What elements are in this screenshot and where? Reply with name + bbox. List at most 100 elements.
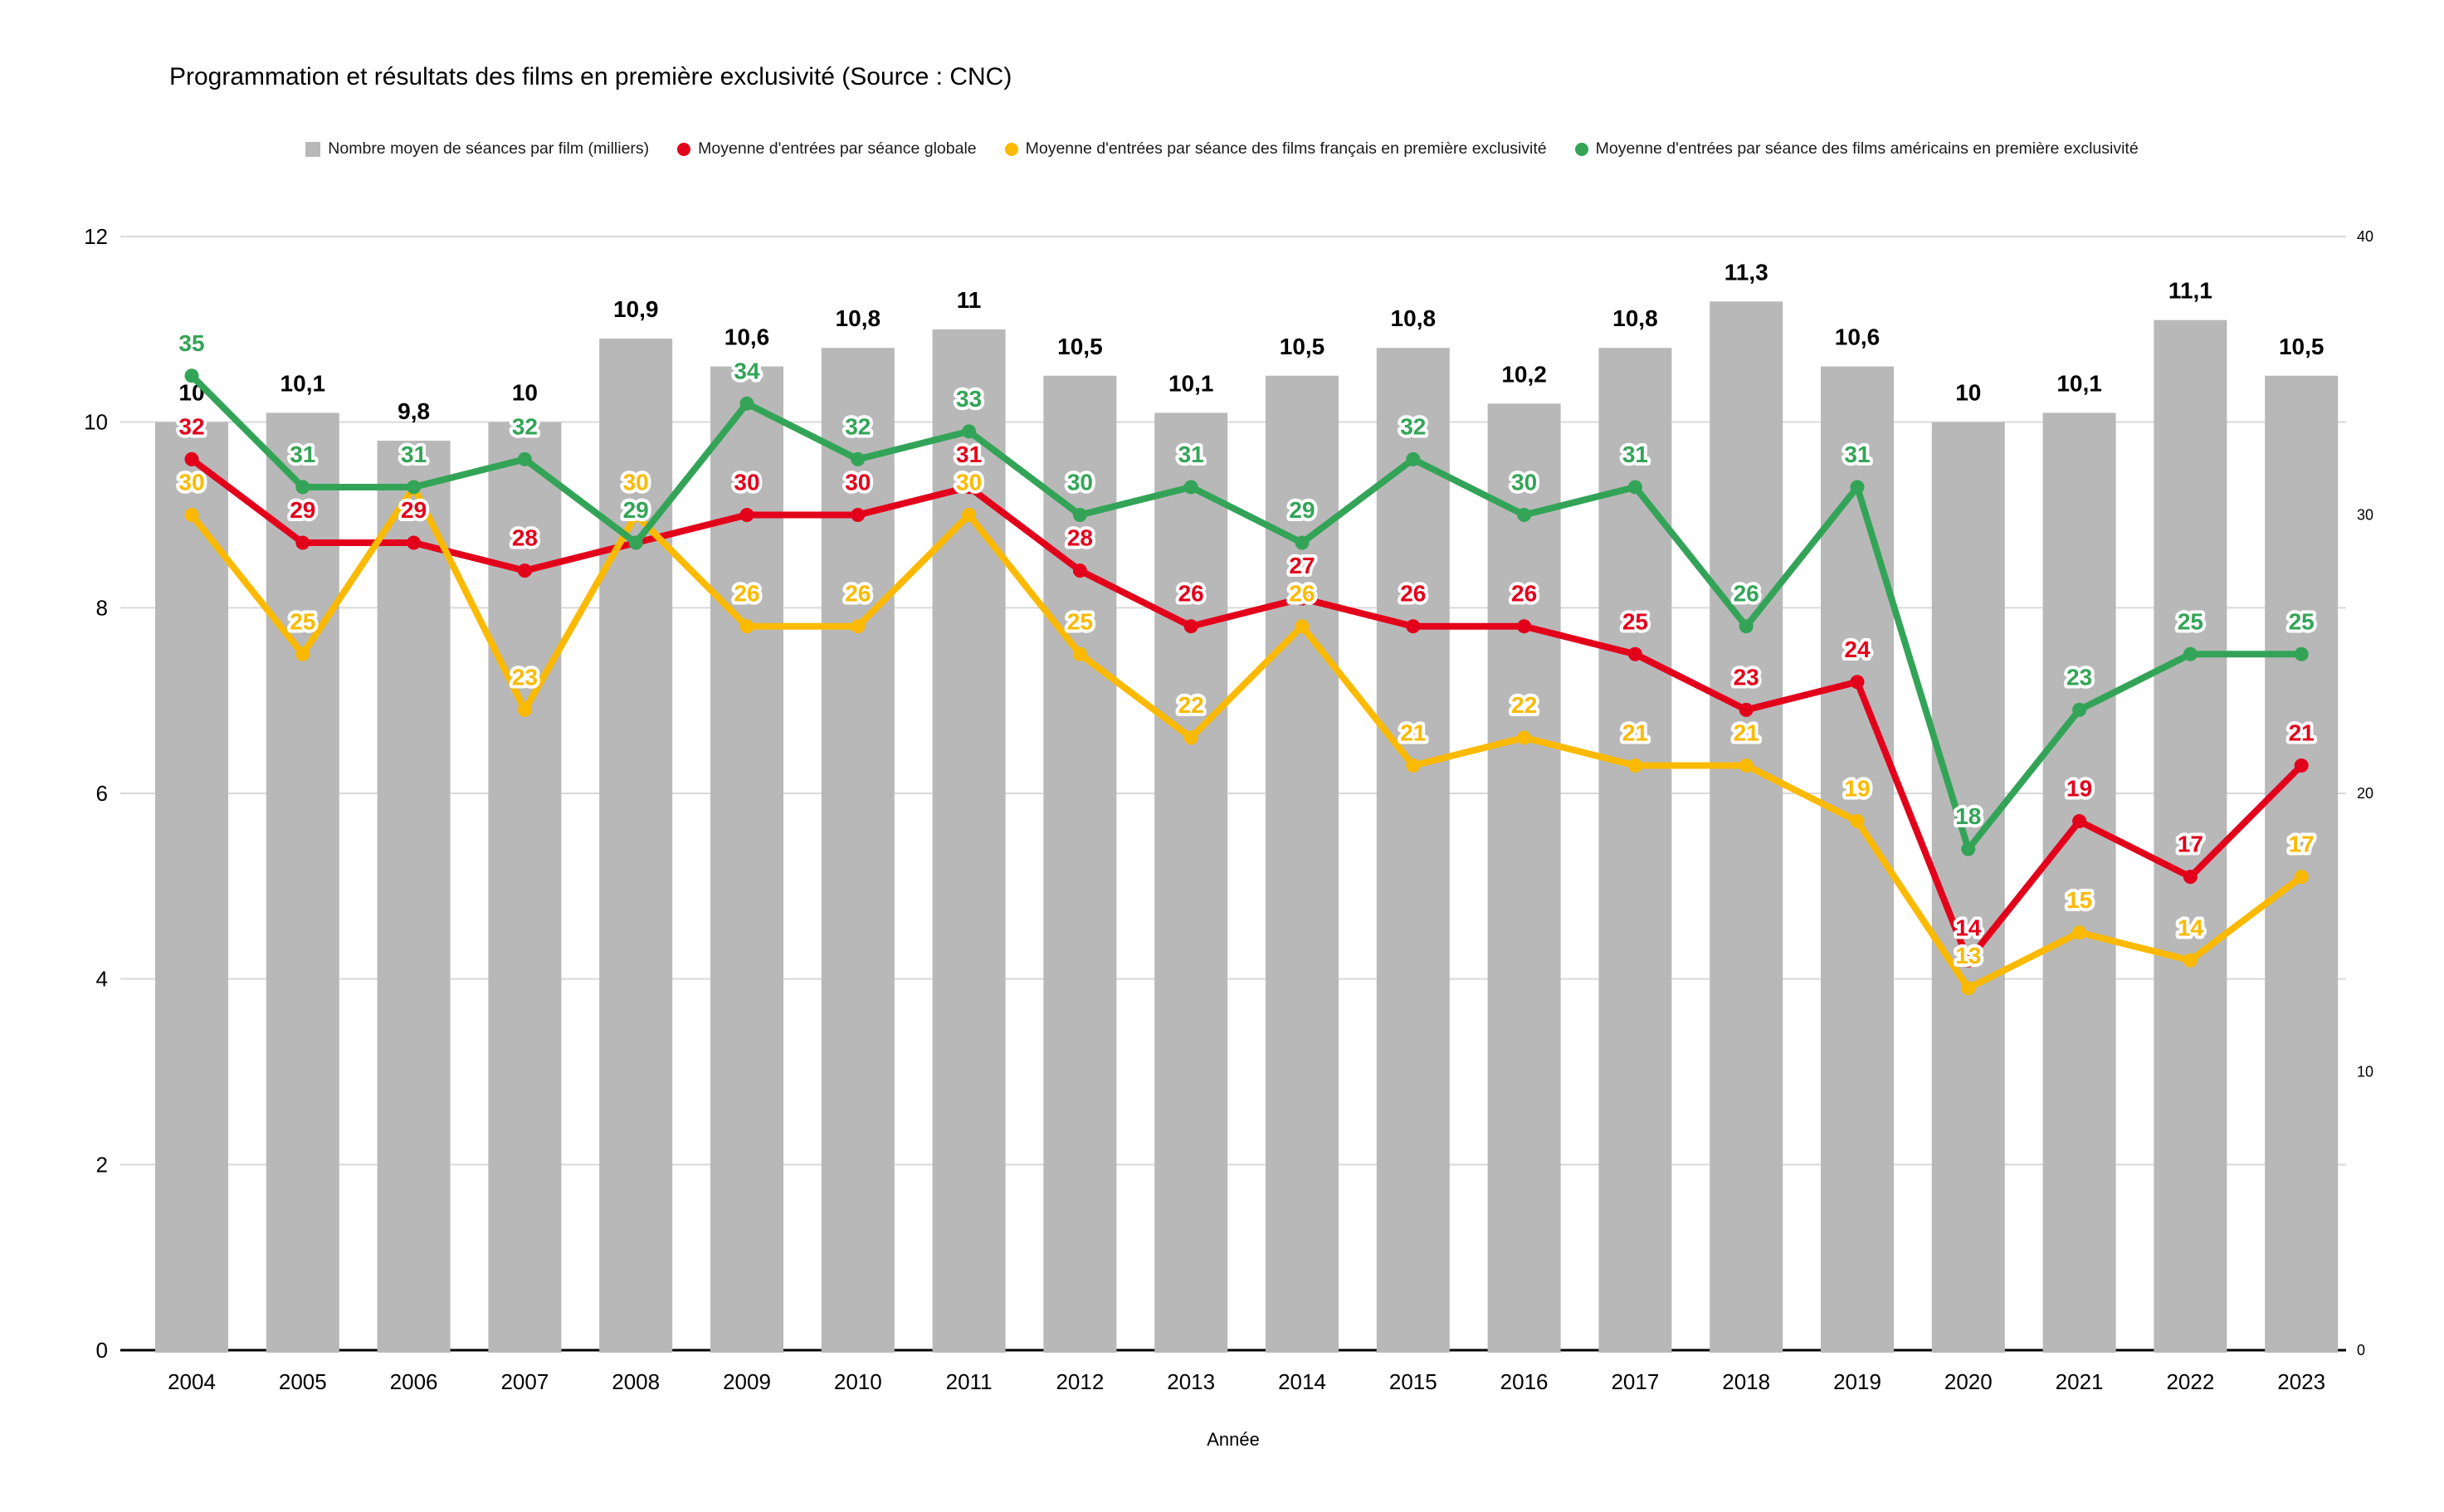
point-label-series-0-2008: 29 bbox=[623, 497, 649, 523]
point-label-series-2-2018: 26 bbox=[1734, 581, 1759, 607]
point-series-0-2020 bbox=[1961, 953, 1976, 968]
point-series-1-2005 bbox=[295, 646, 310, 661]
legend-square-icon bbox=[305, 141, 321, 157]
point-label-series-2-2016: 30 bbox=[1511, 470, 1537, 495]
point-label-series-0-2020: 14 bbox=[1955, 915, 1982, 940]
bar-2021 bbox=[2042, 412, 2116, 1353]
bar-label-2011: 11 bbox=[957, 287, 982, 313]
point-label-series-2-2006: 31 bbox=[401, 441, 427, 467]
year-label-2022: 2022 bbox=[2166, 1369, 2214, 1394]
bar-2005 bbox=[266, 412, 339, 1353]
point-label-series-2-2022: 25 bbox=[2178, 608, 2203, 634]
point-label-series-0-2022: 17 bbox=[2178, 832, 2203, 857]
point-label-series-2-2014: 29 bbox=[1289, 497, 1315, 523]
left-axis-label-10: 10 bbox=[84, 410, 108, 435]
right-axis-label-40: 40 bbox=[2357, 228, 2373, 245]
point-series-2-2007 bbox=[517, 451, 532, 466]
year-label-2007: 2007 bbox=[500, 1369, 549, 1394]
point-series-2-2012 bbox=[1072, 508, 1087, 522]
right-axis-label-0: 0 bbox=[2357, 1342, 2365, 1358]
point-series-2-2017 bbox=[1627, 480, 1642, 495]
bar-2023 bbox=[2265, 375, 2339, 1353]
point-label-series-1-2013: 22 bbox=[1178, 692, 1204, 718]
point-series-0-2006 bbox=[407, 535, 422, 550]
point-label-series-1-2010: 26 bbox=[845, 581, 871, 607]
bar-label-2017: 10,8 bbox=[1612, 305, 1658, 331]
point-series-0-2010 bbox=[851, 508, 866, 522]
point-label-series-1-2014: 26 bbox=[1289, 581, 1315, 607]
legend-label: Moyenne d'entrées par séance globale bbox=[698, 139, 977, 158]
bar-2016 bbox=[1487, 403, 1561, 1353]
point-label-series-2-2009: 34 bbox=[734, 358, 760, 383]
year-label-2004: 2004 bbox=[168, 1369, 216, 1394]
year-label-2013: 2013 bbox=[1167, 1369, 1215, 1394]
point-label-series-1-2009: 26 bbox=[734, 581, 759, 607]
point-series-2-2014 bbox=[1295, 535, 1310, 550]
point-label-series-0-2011: 31 bbox=[956, 441, 982, 467]
point-label-series-0-2010: 30 bbox=[845, 470, 871, 495]
year-label-2010: 2010 bbox=[834, 1369, 882, 1394]
legend-item-3: Moyenne d'entrées par séance des films a… bbox=[1574, 139, 2139, 159]
line-series-1 bbox=[188, 483, 2304, 992]
point-label-series-0-2005: 29 bbox=[290, 497, 315, 523]
point-series-2-2018 bbox=[1739, 619, 1754, 634]
bar-label-2021: 10,1 bbox=[2056, 370, 2102, 396]
bar-2022 bbox=[2154, 319, 2227, 1353]
point-series-0-2019 bbox=[1850, 675, 1865, 690]
point-label-series-2-2013: 31 bbox=[1178, 441, 1204, 467]
bar-2015 bbox=[1376, 348, 1450, 1353]
point-label-series-2-2010: 32 bbox=[845, 413, 871, 439]
legend-item-1: Moyenne d'entrées par séance globale bbox=[677, 139, 977, 159]
point-series-0-2022 bbox=[2183, 870, 2198, 885]
bar-2006 bbox=[377, 441, 451, 1353]
point-label-series-2-2023: 25 bbox=[2289, 608, 2315, 634]
bar-label-2019: 10,6 bbox=[1835, 324, 1881, 350]
point-label-series-1-2023: 17 bbox=[2289, 832, 2315, 857]
point-label-series-2-2004: 35 bbox=[178, 330, 204, 356]
point-label-series-0-2014: 27 bbox=[1289, 553, 1315, 578]
point-label-series-2-2007: 32 bbox=[512, 413, 538, 439]
bar-2009 bbox=[710, 366, 783, 1353]
point-series-1-2023 bbox=[2294, 870, 2309, 885]
year-label-2014: 2014 bbox=[1278, 1369, 1326, 1394]
point-label-series-1-2007: 23 bbox=[512, 664, 538, 690]
point-label-series-1-2019: 19 bbox=[1844, 776, 1870, 802]
point-series-0-2014 bbox=[1295, 591, 1310, 606]
year-label-2011: 2011 bbox=[946, 1369, 993, 1394]
legend-circle-icon bbox=[1574, 142, 1588, 156]
left-axis-label-2: 2 bbox=[96, 1152, 108, 1177]
point-label-series-1-2004: 30 bbox=[178, 470, 204, 495]
point-label-series-0-2019: 24 bbox=[1844, 637, 1871, 662]
point-label-series-1-2022: 14 bbox=[2178, 915, 2204, 940]
point-label-series-2-2012: 30 bbox=[1067, 470, 1093, 495]
point-series-2-2010 bbox=[851, 451, 866, 466]
point-label-series-0-2009: 30 bbox=[734, 470, 759, 495]
year-label-2012: 2012 bbox=[1056, 1369, 1104, 1394]
bar-label-2014: 10,5 bbox=[1280, 334, 1325, 359]
bar-label-2015: 10,8 bbox=[1391, 305, 1437, 331]
point-series-1-2020 bbox=[1961, 981, 1976, 996]
right-axis-label-10: 10 bbox=[2357, 1064, 2373, 1080]
point-series-0-2011 bbox=[962, 480, 977, 495]
left-axis-label-4: 4 bbox=[96, 967, 108, 992]
point-series-0-2004 bbox=[184, 451, 199, 466]
point-series-0-2017 bbox=[1627, 646, 1642, 661]
point-label-series-2-2019: 31 bbox=[1844, 441, 1870, 467]
left-axis-label-6: 6 bbox=[96, 781, 108, 806]
point-series-0-2015 bbox=[1406, 619, 1421, 634]
bar-2013 bbox=[1154, 412, 1228, 1353]
point-label-series-1-2006: 31 bbox=[401, 441, 427, 467]
point-label-series-0-2017: 25 bbox=[1622, 608, 1648, 634]
year-label-2018: 2018 bbox=[1722, 1369, 1770, 1394]
left-axis-label-8: 8 bbox=[96, 595, 108, 620]
bar-2020 bbox=[1931, 422, 2005, 1353]
point-series-1-2013 bbox=[1183, 730, 1198, 745]
point-series-2-2009 bbox=[739, 396, 754, 411]
point-series-2-2022 bbox=[2183, 646, 2198, 661]
legend-label: Moyenne d'entrées par séance des films f… bbox=[1025, 139, 1547, 158]
year-label-2006: 2006 bbox=[390, 1369, 438, 1394]
point-series-1-2014 bbox=[1295, 619, 1310, 634]
point-label-series-2-2021: 23 bbox=[2066, 664, 2092, 690]
point-label-series-0-2021: 19 bbox=[2066, 776, 2092, 802]
